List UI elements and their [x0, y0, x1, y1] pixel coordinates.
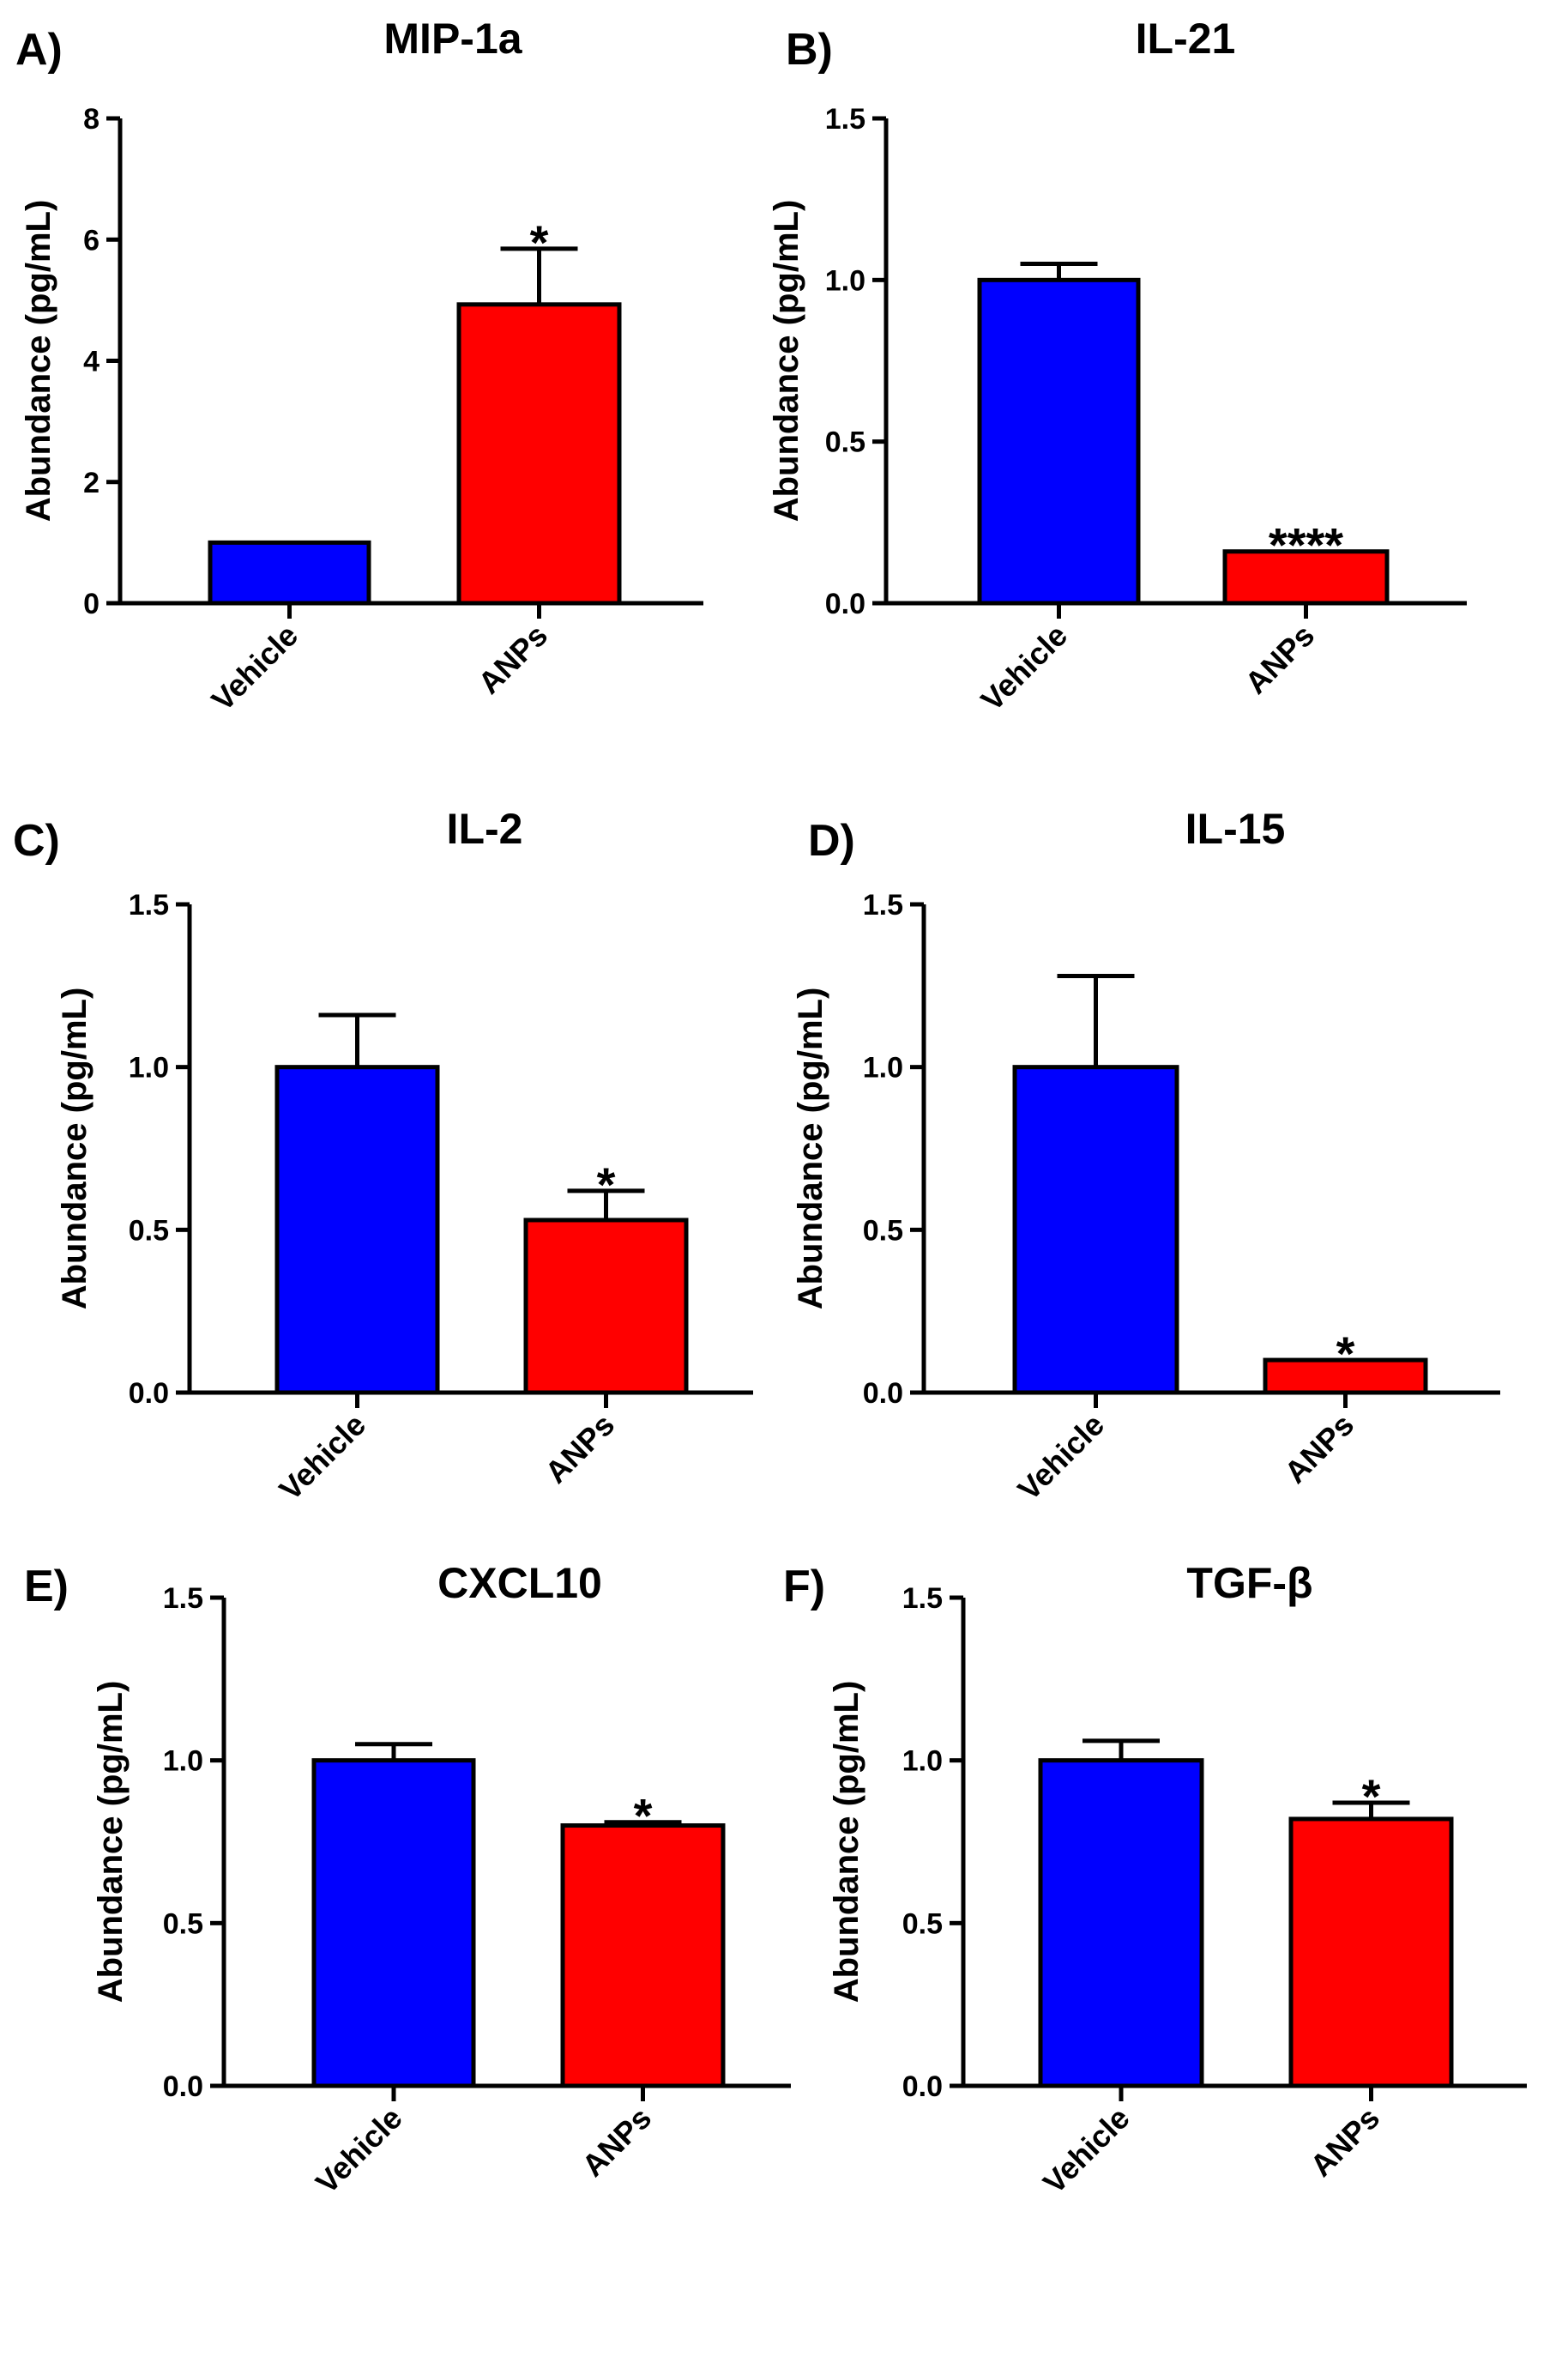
- y-tick-label: 1.0: [863, 1052, 903, 1085]
- chart-panel-e: E) CXCL10 Abundance (pg/mL) * 0.0 0.5 1.0 1.5 Ve…: [24, 1559, 791, 2200]
- chart-panel-c: C) IL-2 Abundance (pg/mL) * 0.0 0.5 1.0 1.5 Vehi…: [13, 805, 753, 1507]
- chart-panel-d: D) IL-15 Abundance (pg/mL) * 0.0 0.5 1.0 1.5 Veh…: [792, 805, 1500, 1507]
- x-category-label-vehicle: Vehicle: [272, 1407, 372, 1508]
- bar-vehicle: [1012, 1065, 1179, 1395]
- x-category-label-anps: ANPs: [575, 2100, 658, 2184]
- y-tick-label: 0.0: [902, 2070, 943, 2103]
- x-category-label-vehicle: Vehicle: [204, 618, 305, 718]
- chart-title: IL-2: [447, 805, 523, 853]
- y-tick-label: 0.5: [863, 1214, 903, 1247]
- bar-vehicle: [208, 540, 371, 606]
- bar-anps: [456, 302, 622, 606]
- x-category-label-vehicle: Vehicle: [974, 618, 1074, 718]
- y-tick-label: 0.5: [825, 426, 865, 459]
- y-tick-label: 1.5: [863, 889, 903, 922]
- chart-title: MIP-1a: [383, 15, 522, 63]
- chart-title: IL-21: [1136, 15, 1236, 63]
- x-category-label-vehicle: Vehicle: [309, 2100, 409, 2201]
- y-tick-label: 1.0: [825, 264, 865, 297]
- y-tick-label: 0: [83, 588, 100, 620]
- y-tick-label: 0.0: [129, 1377, 169, 1410]
- bar-anps: [523, 1218, 689, 1395]
- chart-title: IL-15: [1185, 805, 1286, 853]
- y-axis-label: Abundance (pg/mL): [828, 1681, 865, 2003]
- y-tick-label: 0.5: [129, 1214, 169, 1247]
- y-axis-label: Abundance (pg/mL): [792, 988, 829, 1310]
- bar-vehicle: [311, 1758, 476, 2088]
- chart-title: TGF-β: [1186, 1559, 1312, 1607]
- panel-label: A): [15, 25, 63, 75]
- significance-anps: *: [634, 1789, 653, 1843]
- bar-vehicle: [1038, 1758, 1204, 2088]
- bar-vehicle: [274, 1065, 440, 1395]
- chart-title: CXCL10: [437, 1559, 602, 1607]
- x-category-label-vehicle: Vehicle: [1036, 2100, 1137, 2201]
- x-category-label-anps: ANPs: [1277, 1407, 1360, 1490]
- y-tick-label: 0.5: [902, 1907, 943, 1940]
- panel-label: C): [13, 816, 60, 866]
- y-tick-label: 0.0: [163, 2070, 203, 2103]
- y-tick-label: 0.0: [825, 588, 865, 620]
- x-category-label-anps: ANPs: [538, 1407, 621, 1490]
- y-tick-label: 1.5: [825, 103, 865, 136]
- significance-anps: *: [597, 1157, 616, 1212]
- chart-panel-f: F) TGF-β Abundance (pg/mL) * 0.0 0.5 1.0 1.5 Veh…: [783, 1559, 1527, 2200]
- y-axis-label: Abundance (pg/mL): [92, 1681, 130, 2003]
- significance-anps: *: [1362, 1769, 1381, 1823]
- y-axis-label: Abundance (pg/mL): [768, 200, 805, 523]
- y-tick-label: 0.0: [863, 1377, 903, 1410]
- y-tick-label: 1.0: [129, 1052, 169, 1085]
- panel-label: E): [24, 1562, 69, 1611]
- panel-label: B): [786, 25, 833, 75]
- significance-anps: ****: [1269, 518, 1343, 572]
- bar-vehicle: [977, 277, 1141, 606]
- y-tick-label: 1.5: [163, 1582, 203, 1615]
- x-category-label-anps: ANPs: [1238, 618, 1321, 701]
- y-axis-label: Abundance (pg/mL): [56, 988, 93, 1310]
- y-tick-label: 0.5: [163, 1907, 203, 1940]
- significance-anps: *: [530, 215, 549, 269]
- y-tick-label: 1.0: [902, 1745, 943, 1778]
- significance-anps: *: [1336, 1327, 1355, 1381]
- x-category-label-vehicle: Vehicle: [1010, 1407, 1111, 1508]
- y-tick-label: 1.0: [163, 1745, 203, 1778]
- bar-anps: [560, 1823, 726, 2088]
- chart-panel-b: B) IL-21 Abundance (pg/mL) **** 0.0 0.5 1.0 1.5…: [768, 15, 1467, 717]
- x-category-label-anps: ANPs: [471, 618, 554, 701]
- y-tick-label: 1.5: [129, 889, 169, 922]
- y-tick-label: 8: [83, 103, 100, 136]
- bar-anps: [1222, 549, 1390, 606]
- bar-anps: [1288, 1816, 1454, 2088]
- y-tick-label: 2: [83, 467, 100, 499]
- chart-panel-a: A) MIP-1a Abundance (pg/mL) * 0 2 4 6 8 Vehicle AN…: [15, 15, 703, 717]
- bar-anps: [1263, 1357, 1428, 1395]
- panel-label: D): [808, 816, 855, 866]
- y-tick-label: 6: [83, 224, 100, 257]
- x-category-label-anps: ANPs: [1303, 2100, 1386, 2184]
- panel-label: F): [783, 1562, 825, 1611]
- y-tick-label: 1.5: [902, 1582, 943, 1615]
- y-tick-label: 4: [83, 346, 100, 378]
- y-axis-label: Abundance (pg/mL): [20, 200, 57, 523]
